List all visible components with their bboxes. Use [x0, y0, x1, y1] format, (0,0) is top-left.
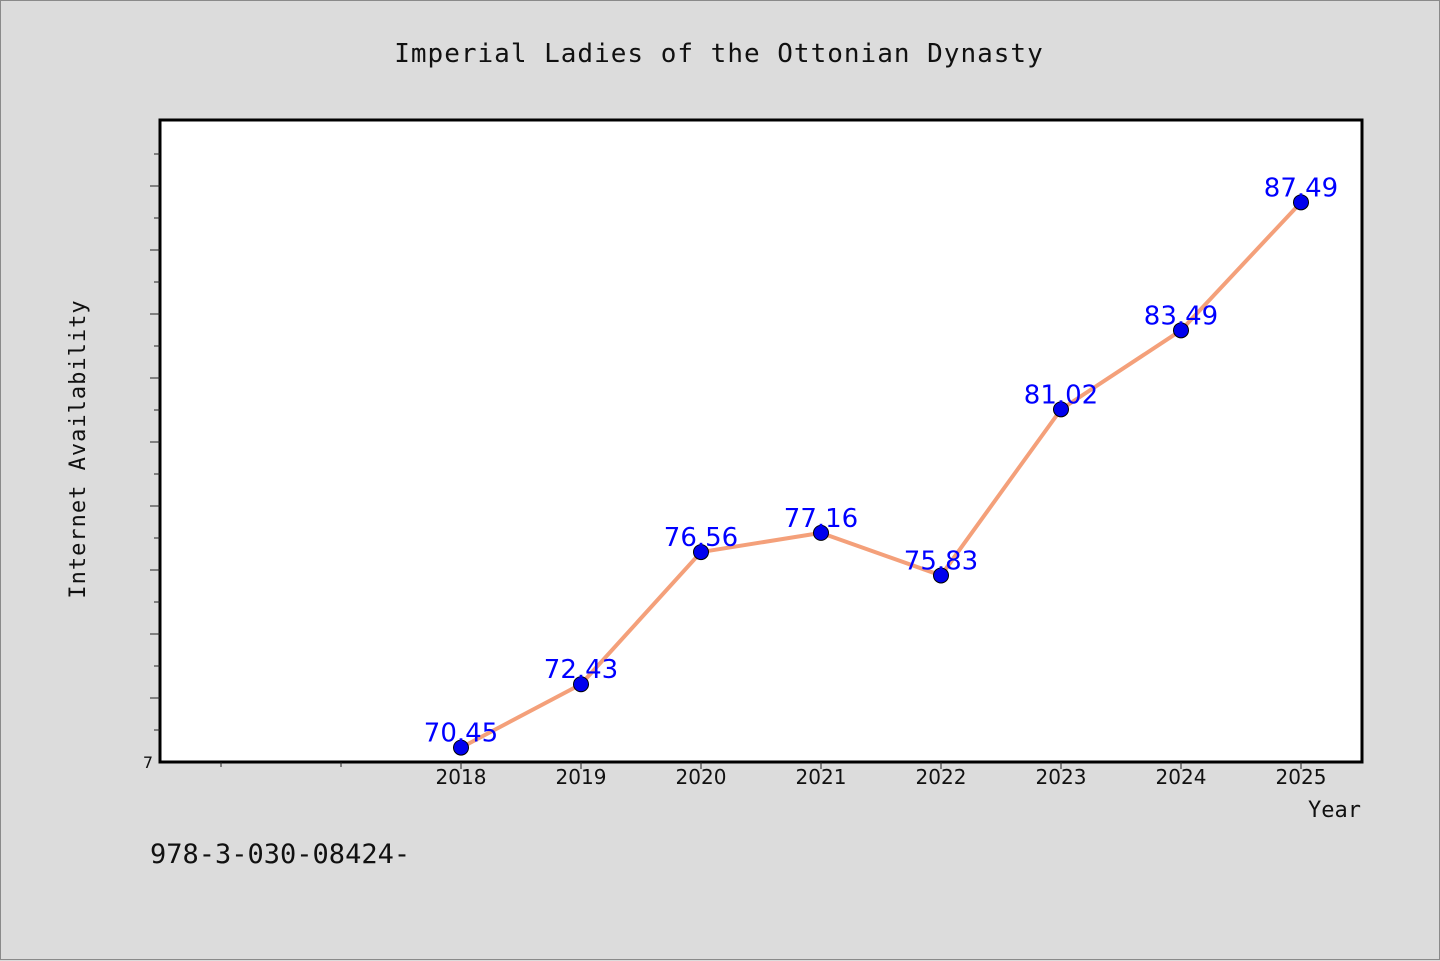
- footer-text: 978-3-030-08424-: [150, 839, 410, 870]
- series-line-group: 70.45 72.43 76.56 77.16 75.83 81.02 83.49 87.49: [424, 173, 1338, 756]
- data-point: [1173, 322, 1189, 339]
- y-tick-label: 7: [143, 753, 153, 772]
- data-point: [813, 524, 829, 541]
- data-label: 76.56: [664, 523, 738, 553]
- x-axis-ticks: 2018 2019 2020 2021 2022 2023 2024 2025: [220, 762, 1327, 789]
- y-axis-ticks: [150, 153, 160, 731]
- data-point: [933, 567, 949, 584]
- data-label: 75.83: [904, 546, 978, 576]
- x-tick-label: 2025: [1276, 765, 1327, 789]
- data-point: [573, 676, 589, 693]
- x-tick-label: 2020: [676, 765, 727, 789]
- data-label: 81.02: [1024, 380, 1098, 410]
- x-tick-label: 2021: [796, 765, 847, 789]
- data-point: [1293, 194, 1309, 211]
- x-tick-label: 2023: [1036, 765, 1087, 789]
- data-point: [693, 544, 709, 561]
- plot-area: [158, 118, 1364, 764]
- data-label: 70.45: [424, 719, 498, 749]
- x-tick-label: 2018: [436, 765, 487, 789]
- data-label: 77.16: [784, 504, 858, 534]
- series-line: [459, 200, 1303, 750]
- data-label: 87.49: [1264, 173, 1338, 203]
- y-axis-label: Internet Availability: [66, 299, 91, 598]
- x-axis-label: Year: [1308, 798, 1361, 823]
- x-tick-label: 2024: [1156, 765, 1207, 789]
- x-tick-label: 2019: [556, 765, 607, 789]
- data-label: 83.49: [1144, 301, 1218, 331]
- data-point: [1053, 401, 1069, 418]
- x-tick-label: 2022: [916, 765, 967, 789]
- chart-title: Imperial Ladies of the Ottonian Dynasty: [394, 39, 1043, 69]
- data-label: 72.43: [544, 655, 618, 685]
- data-point: [453, 739, 469, 756]
